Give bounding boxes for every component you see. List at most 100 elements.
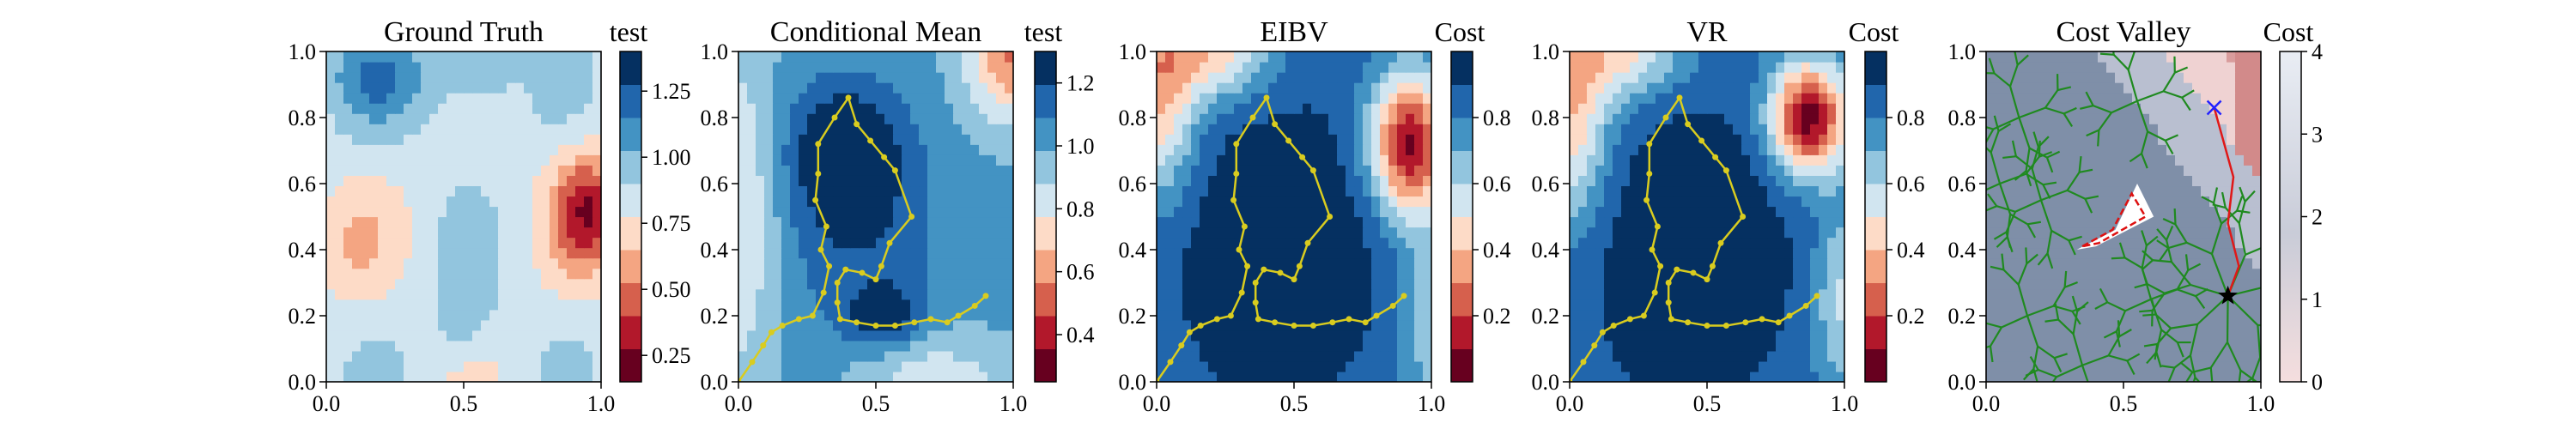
heatmap-cell: [464, 103, 473, 114]
colorbar-segment: [1865, 51, 1886, 85]
heatmap-cell: [395, 360, 404, 372]
heatmap-cell: [1268, 196, 1278, 208]
heatmap-cell: [2209, 350, 2219, 362]
heatmap-cell: [841, 350, 851, 362]
heatmap-cell: [1707, 206, 1716, 218]
heatmap-cell: [489, 206, 499, 218]
heatmap-cell: [472, 93, 482, 104]
heatmap-cell: [764, 299, 774, 311]
heatmap-cell: [1638, 237, 1648, 249]
heatmap-cell: [507, 227, 516, 239]
heatmap-cell: [1397, 154, 1406, 166]
heatmap-cell: [910, 257, 920, 269]
heatmap-cell: [464, 82, 473, 94]
heatmap-cell: [1157, 350, 1166, 362]
heatmap-cell: [472, 82, 482, 94]
heatmap-cell: [2063, 257, 2073, 269]
path-point: [1309, 167, 1316, 174]
heatmap-cell: [2003, 257, 2013, 269]
heatmap-cell: [1707, 268, 1716, 280]
heatmap-cell: [1647, 340, 1656, 352]
heatmap-cell: [1759, 309, 1768, 321]
heatmap-cell: [1621, 247, 1631, 259]
heatmap-cell: [1251, 175, 1261, 187]
heatmap-cell: [1251, 350, 1261, 362]
colorbar-tick-label: 1.00: [652, 145, 691, 170]
heatmap-cell: [1242, 103, 1252, 114]
heatmap-cell: [1242, 319, 1252, 331]
heatmap-cell: [1200, 82, 1209, 94]
heatmap-cell: [567, 154, 576, 166]
heatmap-cell: [464, 288, 473, 300]
heatmap-cell: [1810, 309, 1820, 321]
heatmap-cell: [1311, 309, 1321, 321]
heatmap-cell: [876, 268, 885, 280]
heatmap-cell: [429, 185, 439, 197]
heatmap-cell: [1767, 371, 1777, 382]
heatmap-cell: [567, 185, 576, 197]
heatmap-cell: [2046, 247, 2056, 259]
heatmap-cell: [1784, 206, 1794, 218]
heatmap-cell: [395, 278, 404, 290]
heatmap-cell: [953, 278, 963, 290]
heatmap-cell: [1647, 216, 1656, 228]
path-point: [1690, 269, 1697, 276]
heatmap-cell: [1995, 185, 2004, 197]
heatmap-cell: [756, 247, 765, 259]
heatmap-cell: [421, 227, 430, 239]
heatmap-cell: [2184, 360, 2193, 372]
heatmap-cell: [1733, 93, 1742, 104]
heatmap-cell: [584, 216, 593, 228]
heatmap-cell: [1759, 206, 1768, 218]
heatmap-cell: [386, 72, 396, 83]
heatmap-cell: [1277, 165, 1286, 176]
heatmap-cell: [1200, 175, 1209, 187]
heatmap-cell: [2132, 257, 2142, 269]
heatmap-cell: [352, 154, 361, 166]
heatmap-cell: [489, 247, 499, 259]
heatmap-cell: [1363, 62, 1372, 73]
heatmap-cell: [507, 278, 516, 290]
heatmap-cell: [1260, 329, 1269, 341]
heatmap-cell: [790, 309, 799, 321]
heatmap-cell: [2081, 319, 2090, 331]
heatmap-cell: [386, 257, 396, 269]
heatmap-cell: [927, 51, 937, 63]
heatmap-cell: [2029, 288, 2038, 300]
heatmap-cell: [1371, 340, 1381, 352]
heatmap-cell: [2158, 299, 2167, 311]
heatmap-cell: [1733, 257, 1742, 269]
heatmap-cell: [378, 82, 387, 94]
heatmap-cell: [1767, 360, 1777, 372]
heatmap-cell: [1225, 299, 1235, 311]
heatmap-cell: [2244, 299, 2253, 311]
heatmap-cell: [472, 206, 482, 218]
heatmap-cell: [404, 154, 413, 166]
heatmap-cell: [1260, 216, 1269, 228]
heatmap-cell: [1724, 51, 1734, 63]
heatmap-cell: [987, 360, 997, 372]
heatmap-cell: [2089, 278, 2099, 290]
heatmap-cell: [1208, 227, 1218, 239]
heatmap-cell: [1388, 350, 1398, 362]
heatmap-cell: [1005, 309, 1013, 321]
heatmap-cell: [1681, 278, 1691, 290]
heatmap-cell: [1423, 360, 1431, 372]
heatmap-cell: [1733, 124, 1742, 135]
heatmap-cell: [833, 51, 842, 63]
heatmap-cell: [1664, 165, 1674, 176]
heatmap-cell: [1836, 185, 1844, 197]
heatmap-cell: [1733, 247, 1742, 259]
heatmap-cell: [1681, 165, 1691, 176]
heatmap-cell: [1157, 175, 1166, 187]
heatmap-cell: [1294, 278, 1303, 290]
heatmap-cell: [1346, 329, 1355, 341]
heatmap-cell: [1819, 51, 1828, 63]
heatmap-cell: [1363, 268, 1372, 280]
heatmap-cell: [541, 72, 550, 83]
heatmap-cell: [1656, 113, 1665, 124]
heatmap-cell: [747, 51, 756, 63]
heatmap-cell: [2063, 247, 2073, 259]
heatmap-cell: [876, 371, 885, 382]
heatmap-cell: [2089, 216, 2099, 228]
